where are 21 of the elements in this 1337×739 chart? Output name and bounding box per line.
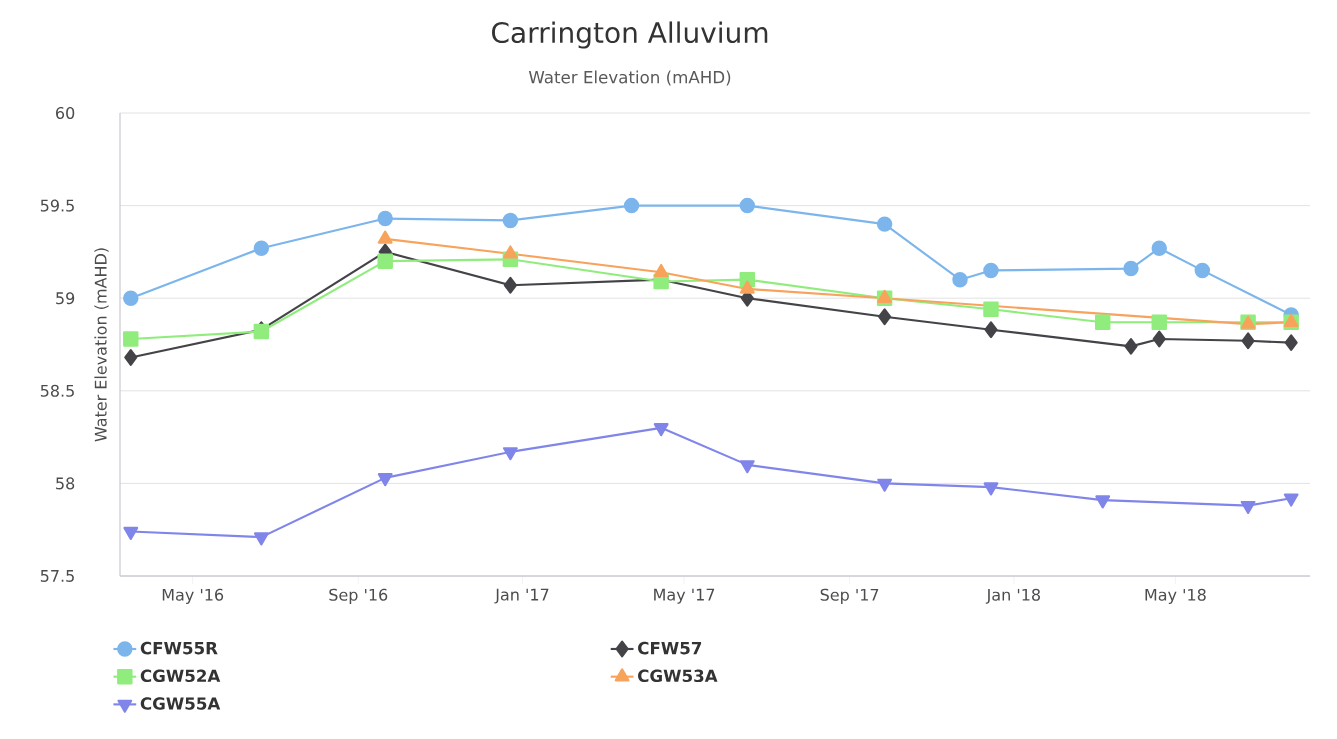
- y-tick-label: 58.5: [40, 384, 74, 397]
- y-tick-label: 60: [56, 106, 75, 120]
- y-tick-label: 58: [56, 477, 75, 490]
- y-tick-label: 59.5: [40, 199, 74, 212]
- y-axis-title: Water Elevation (mAHD): [94, 248, 109, 442]
- legend-label: CFW57: [638, 641, 702, 655]
- legend-label: CGW55A: [140, 697, 221, 710]
- legend-label: CFW55R: [140, 641, 218, 655]
- chart-title: Carrington Alluvium: [492, 21, 768, 49]
- legend-label: CGW53A: [638, 669, 718, 683]
- x-tick-label: May '17: [654, 588, 715, 604]
- x-tick-label: May '18: [1145, 588, 1206, 604]
- x-tick-label: Jan '17: [494, 588, 549, 604]
- x-tick-label: Sep '16: [329, 588, 388, 604]
- y-tick-label: 57.5: [40, 570, 74, 582]
- x-tick-label: Jan '18: [985, 588, 1040, 604]
- legend-label: CGW52A: [140, 669, 221, 683]
- chart-subtitle: Water Elevation (mAHD): [528, 70, 731, 86]
- x-tick-label: Sep '17: [820, 588, 879, 604]
- y-tick-label: 59: [56, 292, 75, 305]
- x-tick-label: May '16: [162, 588, 224, 604]
